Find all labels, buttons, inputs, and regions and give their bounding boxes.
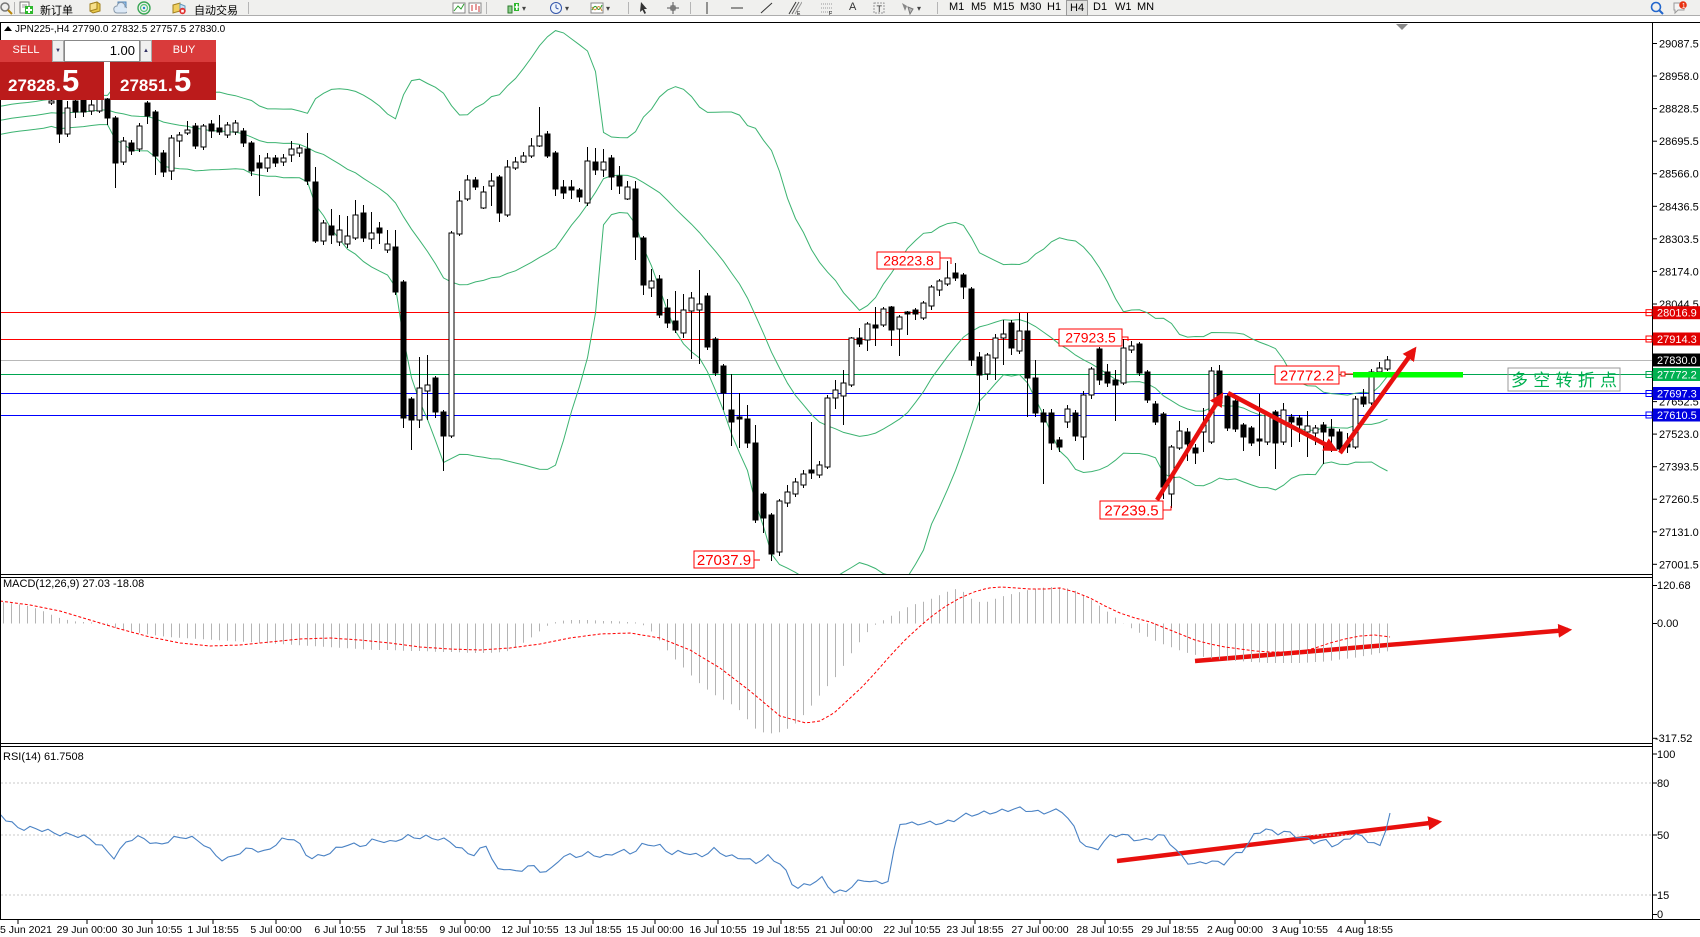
svg-text:15 Jul 00:00: 15 Jul 00:00: [626, 924, 683, 936]
svg-text:4 Aug 18:55: 4 Aug 18:55: [1337, 924, 1393, 936]
svg-text:27523.0: 27523.0: [1659, 429, 1699, 441]
svg-text:19 Jul 18:55: 19 Jul 18:55: [752, 924, 809, 936]
svg-text:0: 0: [1657, 909, 1663, 921]
svg-text:28174.0: 28174.0: [1659, 266, 1699, 278]
svg-text:1 Jul 18:55: 1 Jul 18:55: [187, 924, 239, 936]
svg-text:6 Jul 10:55: 6 Jul 10:55: [314, 924, 366, 936]
svg-text:E: E: [797, 11, 801, 15]
svg-text:80: 80: [1657, 778, 1669, 790]
svg-text:28 Jul 10:55: 28 Jul 10:55: [1076, 924, 1133, 936]
svg-text:多空转折点: 多空转折点: [1511, 371, 1617, 390]
svg-text:30 Jun 10:55: 30 Jun 10:55: [122, 924, 183, 936]
svg-text:28828.5: 28828.5: [1659, 104, 1699, 116]
svg-text:27001.5: 27001.5: [1659, 559, 1699, 571]
svg-text:15: 15: [1657, 890, 1669, 902]
svg-text:28223.8: 28223.8: [883, 253, 934, 269]
svg-text:F: F: [829, 11, 832, 15]
svg-text:13 Jul 18:55: 13 Jul 18:55: [564, 924, 621, 936]
svg-text:27393.5: 27393.5: [1659, 462, 1699, 474]
svg-text:27610.5: 27610.5: [1657, 410, 1697, 422]
svg-text:28695.5: 28695.5: [1659, 136, 1699, 148]
svg-text:9 Jul 00:00: 9 Jul 00:00: [439, 924, 491, 936]
svg-text:27 Jul 00:00: 27 Jul 00:00: [1011, 924, 1068, 936]
svg-text:-317.52: -317.52: [1655, 733, 1692, 745]
svg-text:28436.5: 28436.5: [1659, 201, 1699, 213]
svg-text:3 Aug 10:55: 3 Aug 10:55: [1272, 924, 1328, 936]
svg-text:27260.5: 27260.5: [1659, 494, 1699, 506]
svg-text:27772.2: 27772.2: [1657, 370, 1697, 382]
svg-text:28303.5: 28303.5: [1659, 234, 1699, 246]
svg-text:23 Jul 18:55: 23 Jul 18:55: [946, 924, 1003, 936]
svg-text:16 Jul 10:55: 16 Jul 10:55: [689, 924, 746, 936]
svg-text:27830.0: 27830.0: [1657, 355, 1697, 367]
svg-text:RSI(14) 61.7508: RSI(14) 61.7508: [3, 751, 84, 763]
svg-text:22 Jul 10:55: 22 Jul 10:55: [883, 924, 940, 936]
svg-text:50: 50: [1657, 830, 1669, 842]
svg-text:27923.5: 27923.5: [1065, 330, 1116, 346]
svg-text:0.00: 0.00: [1657, 618, 1678, 630]
svg-text:27914.3: 27914.3: [1657, 334, 1697, 346]
svg-text:12 Jul 10:55: 12 Jul 10:55: [501, 924, 558, 936]
svg-text:2 Aug 00:00: 2 Aug 00:00: [1207, 924, 1263, 936]
svg-text:JPN225-,H4 27790.0 27832.5 27: JPN225-,H4 27790.0 27832.5 27757.5 27830…: [15, 24, 226, 35]
svg-text:5 Jul 00:00: 5 Jul 00:00: [250, 924, 302, 936]
svg-text:28016.9: 28016.9: [1657, 308, 1697, 320]
svg-text:27131.0: 27131.0: [1659, 527, 1699, 539]
svg-text:28958.0: 28958.0: [1659, 71, 1699, 83]
svg-text:29 Jun 00:00: 29 Jun 00:00: [57, 924, 118, 936]
svg-text:29087.5: 29087.5: [1659, 39, 1699, 51]
svg-text:27772.2: 27772.2: [1280, 367, 1334, 384]
svg-text:21 Jul 00:00: 21 Jul 00:00: [815, 924, 872, 936]
svg-text:28566.0: 28566.0: [1659, 169, 1699, 181]
svg-text:29 Jul 18:55: 29 Jul 18:55: [1141, 924, 1198, 936]
svg-text:120.68: 120.68: [1657, 580, 1691, 592]
svg-text:27239.5: 27239.5: [1104, 502, 1158, 519]
svg-text:7 Jul 18:55: 7 Jul 18:55: [376, 924, 428, 936]
svg-text:T: T: [877, 4, 883, 14]
svg-text:27697.3: 27697.3: [1657, 389, 1697, 401]
svg-text:1: 1: [1682, 3, 1686, 10]
svg-text:5 Jun 2021: 5 Jun 2021: [0, 924, 52, 936]
svg-text:100: 100: [1657, 749, 1675, 761]
svg-text:MACD(12,26,9) 27.03 -18.08: MACD(12,26,9) 27.03 -18.08: [3, 578, 144, 590]
svg-text:27037.9: 27037.9: [697, 552, 751, 569]
